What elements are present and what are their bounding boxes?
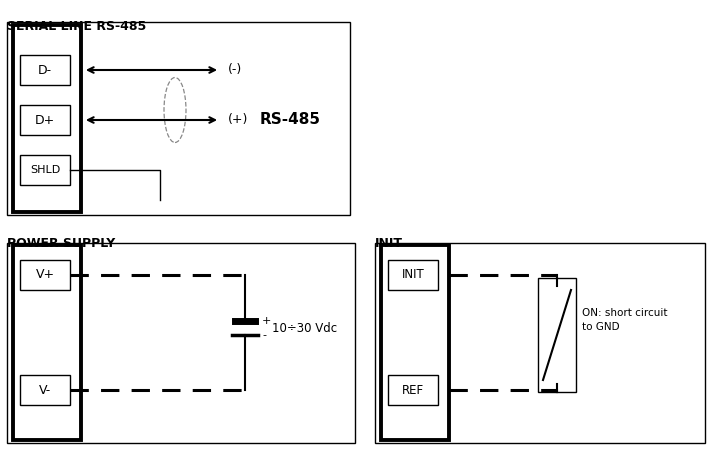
Text: POWER SUPPLY: POWER SUPPLY — [7, 237, 115, 250]
Text: SERIAL LINE RS-485: SERIAL LINE RS-485 — [7, 20, 146, 33]
Text: INIT: INIT — [375, 237, 403, 250]
Text: (+): (+) — [228, 113, 248, 126]
Bar — [7, 243, 355, 443]
Bar — [388, 260, 438, 290]
Bar — [7, 22, 350, 215]
Text: INIT: INIT — [401, 269, 424, 282]
Text: D+: D+ — [35, 113, 55, 126]
Bar — [375, 243, 705, 443]
Bar — [20, 55, 70, 85]
Bar — [20, 375, 70, 405]
Bar — [20, 155, 70, 185]
Bar — [20, 105, 70, 135]
Text: SHLD: SHLD — [30, 165, 60, 175]
Bar — [13, 25, 81, 212]
Text: REF: REF — [402, 383, 424, 396]
Text: ON: short circuit
to GND: ON: short circuit to GND — [582, 308, 668, 332]
Text: 10÷30 Vdc: 10÷30 Vdc — [272, 321, 337, 334]
Text: -: - — [262, 330, 266, 340]
Text: (-): (-) — [228, 63, 242, 76]
Bar — [538, 278, 576, 392]
Text: V-: V- — [39, 383, 51, 396]
Bar — [381, 245, 449, 440]
Text: +: + — [262, 316, 271, 326]
Bar — [388, 375, 438, 405]
Text: RS-485: RS-485 — [259, 112, 321, 127]
Text: V+: V+ — [36, 269, 54, 282]
Bar — [13, 245, 81, 440]
Bar — [20, 260, 70, 290]
Text: D-: D- — [38, 63, 52, 76]
